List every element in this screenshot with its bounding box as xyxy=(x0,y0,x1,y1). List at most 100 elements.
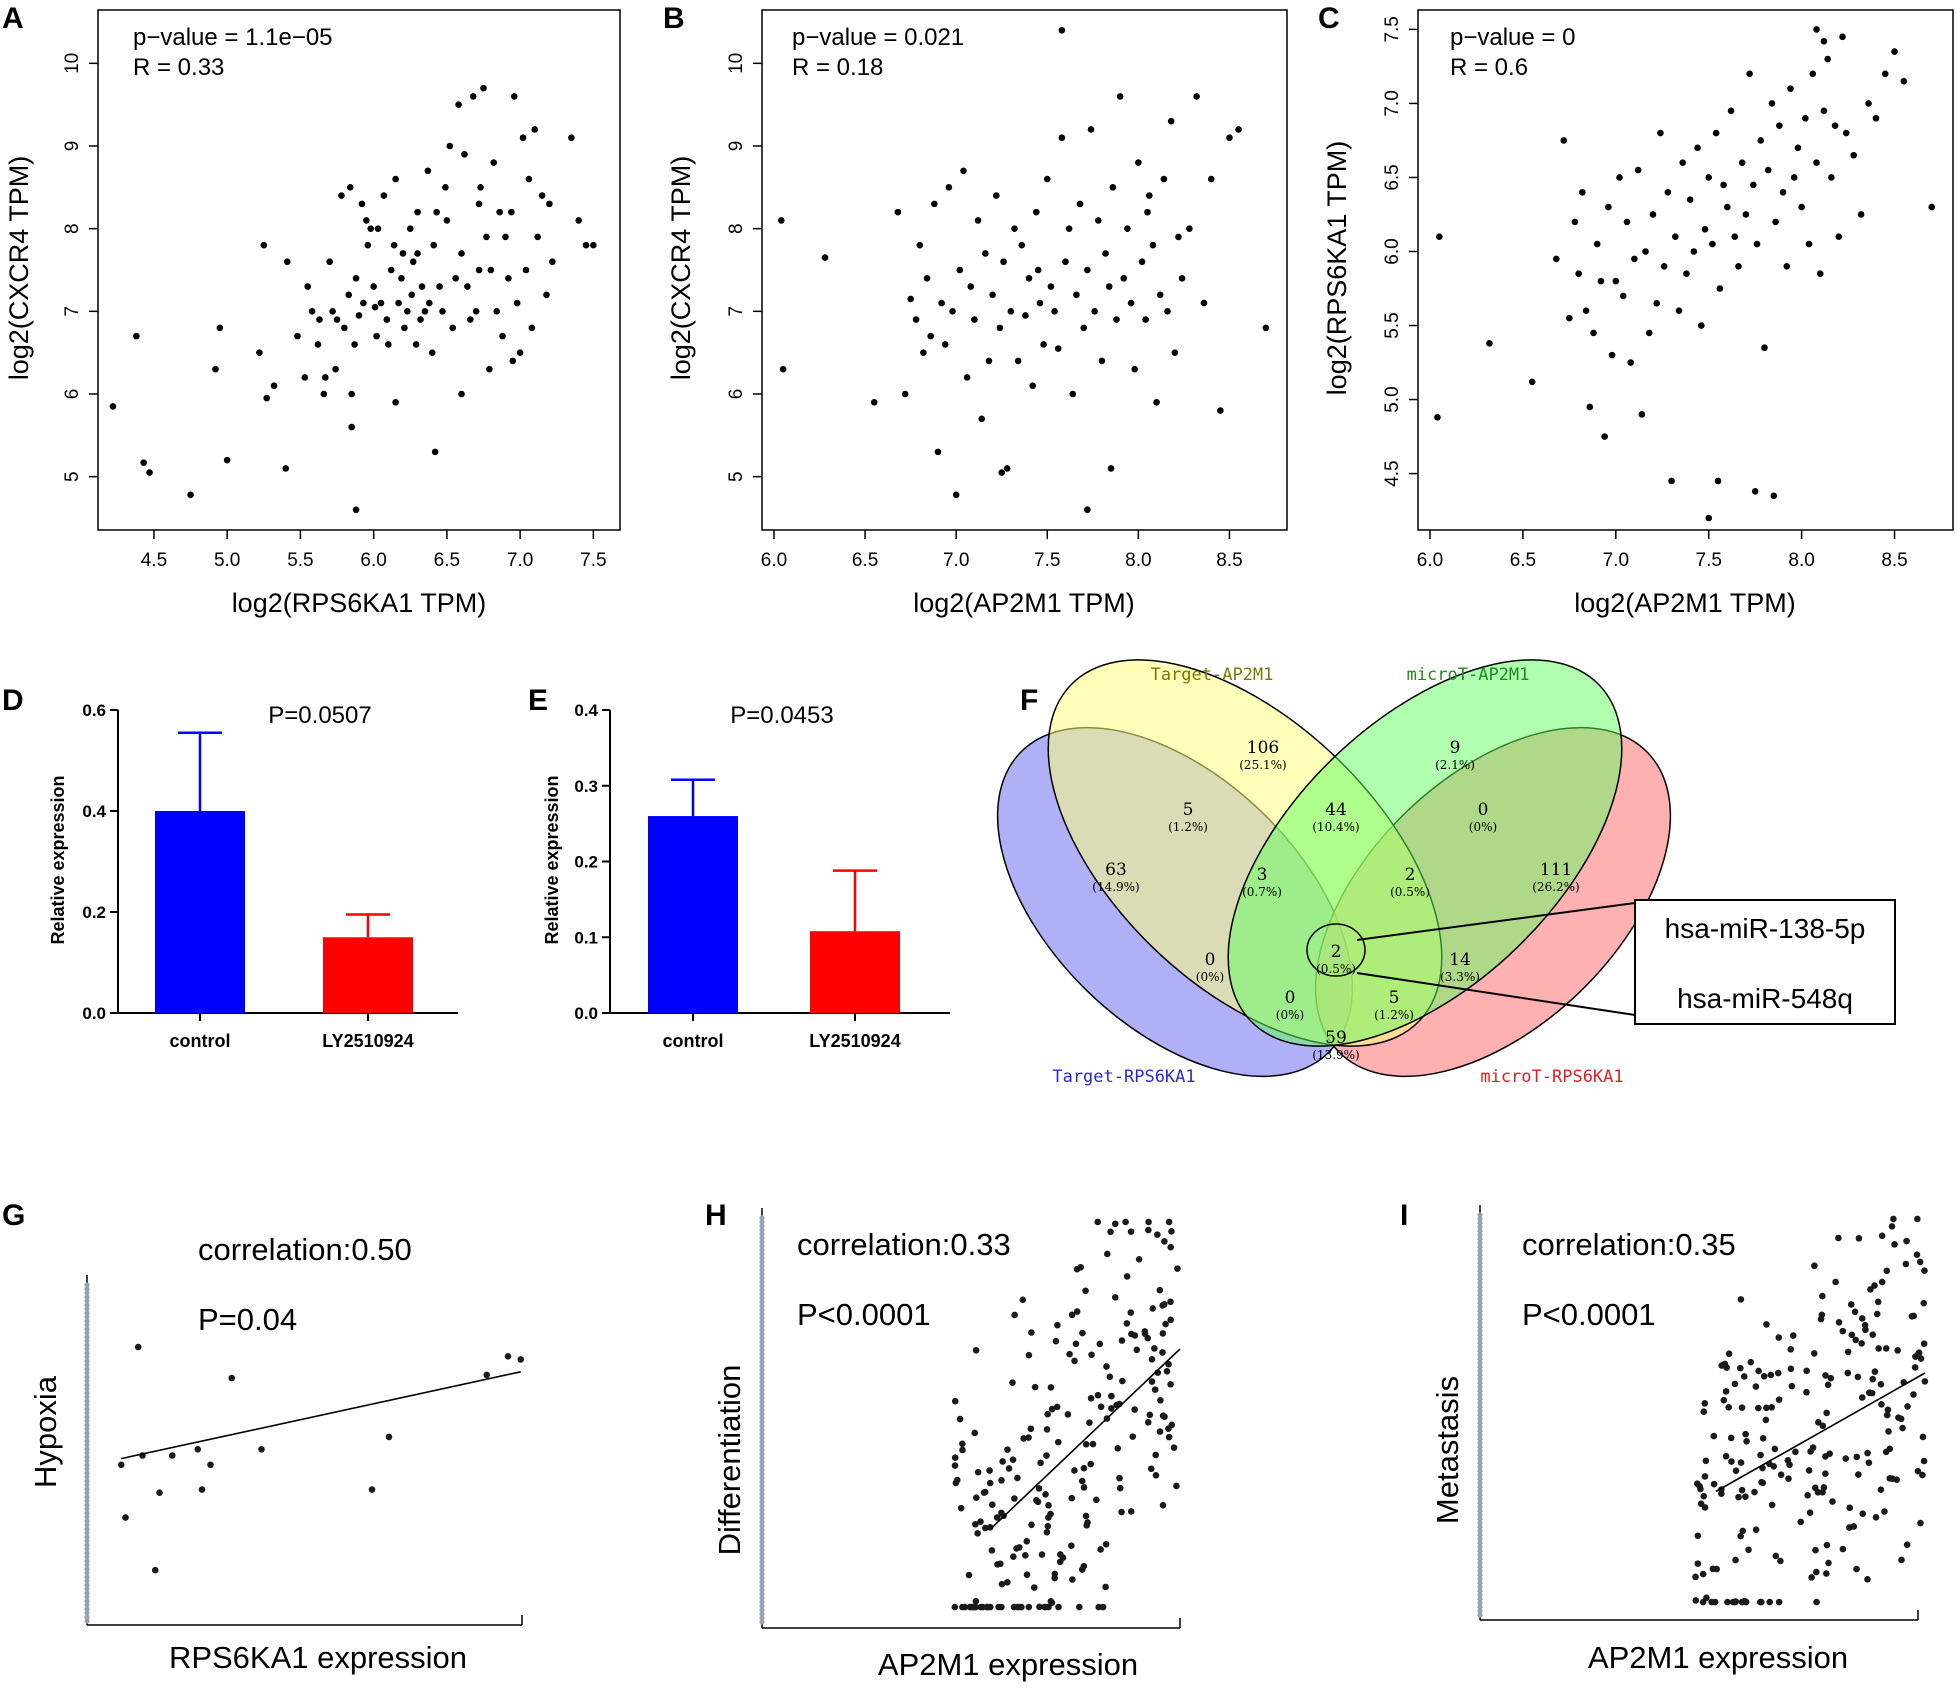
rug-point-g xyxy=(84,1362,90,1368)
scatter-point-h xyxy=(1131,1332,1139,1339)
rug-point-h xyxy=(759,1459,765,1465)
scatter-point-h xyxy=(1144,1334,1152,1342)
scatter-point-a xyxy=(109,403,117,410)
rug-point-g xyxy=(84,1462,90,1468)
scatter-point-h xyxy=(1044,1522,1052,1530)
scatter-point-i xyxy=(1858,1394,1866,1401)
rug-point-g xyxy=(84,1402,90,1408)
scatter-point-i xyxy=(1842,1455,1850,1462)
scatter-point-i xyxy=(1701,1400,1709,1407)
scatter-point-a xyxy=(316,316,323,323)
scatter-point-h xyxy=(1099,1603,1107,1611)
venn-region-percent: (25.1%) xyxy=(1239,758,1286,772)
scatter-point-a xyxy=(352,506,360,514)
scatter-point-i xyxy=(1920,1340,1928,1348)
venn-region-count: 2 xyxy=(1405,865,1416,885)
rug-point-g xyxy=(84,1578,90,1584)
rug-point-g xyxy=(84,1434,90,1440)
rug-point-h xyxy=(759,1515,765,1521)
rug-point-i xyxy=(1477,1448,1483,1454)
scatter-point-b xyxy=(1226,134,1233,142)
y-tick-label-b: 9 xyxy=(726,141,747,152)
scatter-point-a xyxy=(458,250,465,257)
scatter-point-a xyxy=(426,299,433,307)
scatter-point-g xyxy=(517,1356,525,1363)
scatter-point-b xyxy=(1153,398,1160,406)
rug-point-g xyxy=(84,1426,90,1432)
x-tick-label-a: 4.5 xyxy=(141,550,167,571)
rug-point-h xyxy=(759,1423,765,1429)
scatter-point-c xyxy=(1605,203,1612,211)
scatter-point-h xyxy=(1165,1218,1173,1226)
scatter-point-i xyxy=(1737,1364,1744,1372)
scatter-point-b xyxy=(1102,250,1109,257)
scatter-point-b xyxy=(1080,324,1088,332)
scatter-point-b xyxy=(1011,225,1018,232)
scatter-point-h xyxy=(1034,1498,1042,1506)
scatter-point-i xyxy=(1813,1568,1820,1576)
rug-point-h xyxy=(759,1227,765,1233)
rug-point-h xyxy=(759,1267,765,1273)
scatter-point-i xyxy=(1702,1457,1710,1465)
venn-region-count: 5 xyxy=(1183,800,1194,820)
scatter-point-h xyxy=(974,1530,981,1537)
y-tick-label-b: 7 xyxy=(726,306,747,317)
rug-point-g xyxy=(84,1478,90,1484)
scatter-point-i xyxy=(1919,1433,1927,1441)
rug-point-h xyxy=(759,1319,765,1325)
rug-point-i xyxy=(1477,1584,1483,1590)
scatter-point-c xyxy=(1694,144,1701,152)
rug-point-i xyxy=(1477,1348,1483,1354)
rug-point-g xyxy=(84,1522,90,1528)
scatter-point-b xyxy=(931,200,938,208)
x-tick-label-b: 8.0 xyxy=(1125,550,1151,571)
scatter-point-a xyxy=(455,101,462,108)
scatter-point-h xyxy=(1159,1330,1167,1337)
scatter-point-h xyxy=(1031,1383,1039,1391)
pvalue-c: p−value = 0 xyxy=(1450,24,1575,51)
rug-point-g xyxy=(84,1466,90,1472)
venn-region-count: 2 xyxy=(1331,942,1342,962)
rug-point-g xyxy=(84,1438,90,1444)
scatter-point-a xyxy=(525,175,533,183)
scatter-point-h xyxy=(1023,1571,1031,1579)
rug-point-h xyxy=(759,1495,765,1501)
scatter-point-h xyxy=(993,1514,1001,1521)
scatter-point-i xyxy=(1803,1388,1810,1396)
scatter-point-h xyxy=(1156,1286,1164,1294)
scatter-point-h xyxy=(1045,1502,1052,1509)
scatter-point-i xyxy=(1878,1278,1886,1286)
scatter-point-c xyxy=(1671,233,1679,240)
scatter-point-h xyxy=(961,1603,969,1611)
scatter-point-h xyxy=(959,1446,966,1454)
scatter-point-b xyxy=(938,299,945,307)
rug-point-h xyxy=(759,1387,765,1393)
rug-point-i xyxy=(1477,1396,1483,1402)
rug-point-i xyxy=(1477,1496,1483,1502)
scatter-point-a xyxy=(549,258,556,266)
scatter-point-c xyxy=(1865,100,1872,107)
rug-point-g xyxy=(84,1306,90,1312)
rug-point-h xyxy=(759,1603,765,1609)
scatter-point-a xyxy=(283,258,291,266)
rug-point-h xyxy=(759,1479,765,1485)
scatter-point-a xyxy=(424,167,432,175)
y-tick-label-a: 10 xyxy=(62,53,83,74)
rug-point-h xyxy=(759,1399,765,1405)
scatter-point-a xyxy=(355,312,363,319)
scatter-point-i xyxy=(1824,1381,1832,1389)
rug-point-h xyxy=(759,1555,765,1561)
scatter-point-h xyxy=(1030,1584,1038,1591)
venn-region-percent: (0%) xyxy=(1469,820,1497,834)
scatter-point-h xyxy=(973,1494,980,1501)
scatter-point-h xyxy=(951,1454,959,1462)
scatter-point-i xyxy=(1832,1278,1839,1286)
scatter-point-h xyxy=(999,1458,1006,1465)
y-tick-label-a: 6 xyxy=(62,389,83,400)
panel-label-g: G xyxy=(2,1199,25,1232)
rug-point-i xyxy=(1477,1608,1483,1614)
rug-point-i xyxy=(1477,1292,1483,1298)
scatter-point-c xyxy=(1813,26,1820,33)
venn-region-percent: (10.4%) xyxy=(1312,820,1359,834)
scatter-point-b xyxy=(1113,316,1120,323)
